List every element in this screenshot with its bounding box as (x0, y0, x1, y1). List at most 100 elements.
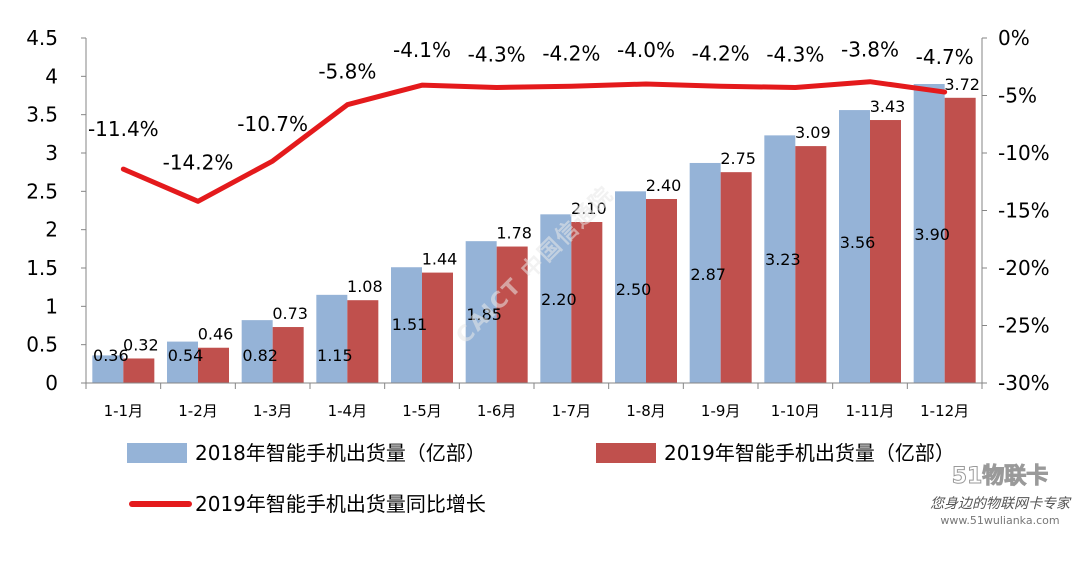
x-tick-label: 1-1月 (104, 402, 144, 420)
growth-point-label: -4.0% (617, 38, 675, 62)
right-tick-label: -20% (998, 256, 1050, 280)
bar-2019-label: 0.32 (123, 335, 159, 354)
bar-2018-label: 3.56 (840, 233, 876, 252)
bar-2018-11 (839, 110, 870, 384)
bar-2019-label: 3.43 (870, 97, 906, 116)
bar-2018-6 (465, 241, 497, 383)
bar-2019-label: 1.08 (347, 277, 383, 296)
bar-2019-5 (422, 272, 453, 383)
x-tick-label: 1-10月 (771, 402, 820, 420)
right-tick-label: -15% (998, 199, 1050, 223)
right-tick-label: -5% (998, 84, 1037, 108)
right-tick-label: -10% (998, 141, 1050, 165)
x-tick-label: 1-7月 (552, 402, 592, 420)
bar-2018-3 (241, 320, 273, 383)
bar-2018-label: 1.85 (466, 305, 502, 324)
bar-2018-12 (913, 84, 945, 383)
legend-swatch (596, 443, 656, 463)
brand-watermark: 51物联卡 (952, 463, 1049, 489)
left-tick-label: 2.5 (26, 179, 58, 203)
bar-2019-label: 3.72 (944, 75, 980, 94)
bar-2019-label: 0.73 (272, 304, 308, 323)
x-tick-label: 1-4月 (328, 402, 368, 420)
bar-2019-11 (870, 120, 901, 384)
growth-point-label: -4.2% (692, 41, 750, 65)
left-tick-label: 3.5 (26, 103, 58, 127)
bar-2019-1 (123, 358, 155, 383)
growth-point-label: -14.2% (163, 150, 234, 174)
growth-point-label: -4.3% (766, 42, 824, 66)
x-tick-label: 1-12月 (920, 402, 969, 420)
growth-point-label: -11.4% (88, 117, 159, 141)
bar-2018-8 (615, 191, 646, 383)
bar-2019-label: 3.09 (795, 123, 831, 142)
growth-point-label: -4.7% (916, 45, 974, 69)
bar-2018-7 (540, 214, 572, 383)
legend-swatch (127, 443, 187, 463)
growth-point-label: -4.2% (542, 41, 600, 65)
left-tick-label: 0 (45, 371, 58, 395)
growth-point-label: -5.8% (318, 60, 376, 84)
bar-2019-label: 0.46 (198, 325, 234, 344)
brand-slogan: 您身边的物联网卡专家 (930, 496, 1072, 512)
x-tick-label: 1-2月 (178, 402, 218, 420)
x-tick-label: 1-11月 (845, 402, 894, 420)
bar-2018-label: 0.54 (168, 346, 204, 365)
bar-2018-label: 3.90 (914, 225, 950, 244)
x-tick-label: 1-3月 (253, 402, 293, 420)
bar-2018-label: 0.36 (93, 346, 129, 365)
bar-2019-label: 2.40 (646, 176, 682, 195)
bar-2019-label: 1.44 (422, 250, 458, 269)
x-tick-label: 1-8月 (626, 402, 666, 420)
bar-2019-label: 2.75 (720, 149, 756, 168)
left-tick-label: 4.5 (26, 26, 58, 50)
bar-2018-10 (764, 135, 796, 383)
bar-2018-label: 2.20 (541, 290, 577, 309)
right-tick-label: -25% (998, 314, 1050, 338)
brand-url: www.51wulianka.com (940, 514, 1059, 527)
bar-2019-label: 1.78 (496, 224, 532, 243)
bar-2019-7 (571, 222, 603, 383)
bar-2018-label: 2.50 (616, 280, 652, 299)
left-tick-label: 1 (45, 294, 58, 318)
left-tick-label: 0.5 (26, 333, 58, 357)
right-tick-label: -30% (998, 371, 1050, 395)
bar-2018-2 (167, 341, 198, 383)
bar-2019-3 (272, 327, 304, 383)
growth-point-label: -4.1% (393, 38, 451, 62)
bar-2018-4 (316, 294, 348, 383)
bar-2019-4 (347, 300, 379, 383)
yoy-growth-line (120, 79, 948, 204)
x-tick-label: 1-5月 (402, 402, 442, 420)
bar-2018-label: 3.23 (765, 250, 801, 269)
bar-2018-label: 0.82 (242, 346, 278, 365)
legend-label: 2018年智能手机出货量（亿部） (195, 441, 486, 465)
left-tick-label: 4 (45, 64, 58, 88)
bar-2019-8 (646, 199, 677, 383)
bar-2019-6 (496, 246, 528, 383)
bar-2018-5 (391, 267, 422, 383)
left-tick-label: 2 (45, 218, 58, 242)
growth-point-label: -4.3% (468, 42, 526, 66)
growth-point-label: -3.8% (841, 38, 899, 62)
bar-2019-12 (944, 97, 976, 384)
left-tick-label: 1.5 (26, 256, 58, 280)
bar-2019-label: 2.10 (571, 199, 607, 218)
legend-label: 2019年智能手机出货量同比增长 (195, 492, 486, 516)
bar-2019-9 (720, 172, 752, 383)
bar-2018-label: 1.15 (317, 346, 353, 365)
bar-2018-label: 2.87 (690, 265, 726, 284)
x-tick-label: 1-9月 (701, 402, 741, 420)
bar-2018-9 (689, 162, 721, 383)
legend-label: 2019年智能手机出货量（亿部） (664, 441, 955, 465)
bar-2019-2 (198, 347, 229, 383)
right-tick-label: 0% (998, 26, 1030, 50)
bar-2019-10 (795, 146, 827, 383)
x-tick-label: 1-6月 (477, 402, 517, 420)
bar-2018-label: 1.51 (392, 315, 428, 334)
growth-point-label: -10.7% (237, 112, 308, 136)
bar-2018-1 (92, 355, 124, 383)
left-tick-label: 3 (45, 141, 58, 165)
